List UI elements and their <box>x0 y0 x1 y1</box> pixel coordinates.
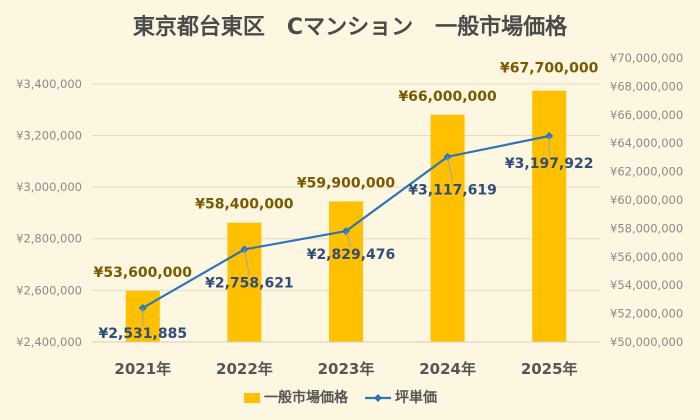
bar <box>430 114 465 342</box>
line-value-label: ¥2,758,621 <box>205 275 294 291</box>
left-tick-label: ¥2,400,000 <box>16 335 82 349</box>
right-tick-label: ¥54,000,000 <box>610 278 683 292</box>
right-tick-label: ¥64,000,000 <box>610 136 683 150</box>
legend-bar-swatch <box>244 393 260 403</box>
left-tick-label: ¥2,600,000 <box>16 283 82 297</box>
left-tick-label: ¥3,000,000 <box>16 180 82 194</box>
left-tick-label: ¥3,400,000 <box>16 77 82 91</box>
right-tick-label: ¥70,000,000 <box>610 51 683 65</box>
right-tick-label: ¥66,000,000 <box>610 108 683 122</box>
x-tick-label: 2024年 <box>419 360 476 378</box>
leader-line <box>243 249 250 276</box>
bar <box>227 222 262 342</box>
legend-line-marker <box>374 394 382 402</box>
legend: 一般市場価格 坪単価 <box>244 389 437 406</box>
right-tick-label: ¥68,000,000 <box>610 79 683 93</box>
left-tick-label: ¥3,200,000 <box>16 128 82 142</box>
x-tick-label: 2022年 <box>216 360 273 378</box>
right-tick-label: ¥58,000,000 <box>610 221 683 235</box>
bar-value-label: ¥58,400,000 <box>195 197 294 213</box>
x-tick-label: 2021年 <box>114 360 171 378</box>
right-tick-label: ¥62,000,000 <box>610 165 683 179</box>
bar <box>532 90 567 342</box>
bar-series <box>125 90 567 342</box>
leader-line <box>447 156 454 183</box>
legend-line-label: 坪単価 <box>395 389 437 406</box>
line-value-label: ¥3,197,922 <box>505 156 594 172</box>
x-axis: 2021年 2022年 2023年 2024年 2025年 <box>92 341 600 378</box>
bar <box>329 201 363 342</box>
line-value-label: ¥2,531,885 <box>99 326 188 342</box>
bar-value-label: ¥59,900,000 <box>297 175 396 191</box>
bar-value-label: ¥67,700,000 <box>500 61 599 77</box>
left-tick-label: ¥2,800,000 <box>16 232 82 246</box>
x-tick-label: 2023年 <box>318 360 375 378</box>
line-value-label: ¥2,829,476 <box>307 247 396 263</box>
right-axis: ¥50,000,000 ¥52,000,000 ¥54,000,000 ¥56,000… <box>610 51 683 349</box>
leader-line <box>345 230 352 248</box>
chart-title: 東京都台東区 Cマンション 一般市場価格 <box>133 14 568 40</box>
x-tick-label: 2025年 <box>521 360 578 378</box>
line-value-label: ¥3,117,619 <box>408 183 497 199</box>
right-tick-label: ¥60,000,000 <box>610 193 683 207</box>
right-tick-label: ¥52,000,000 <box>610 307 683 321</box>
legend-bar-label: 一般市場価格 <box>264 389 349 406</box>
bar-value-label: ¥53,600,000 <box>94 265 193 281</box>
right-tick-label: ¥50,000,000 <box>610 335 683 349</box>
right-tick-label: ¥56,000,000 <box>610 250 683 264</box>
data-labels: ¥53,600,000 ¥58,400,000¥59,900,000 ¥66,000… <box>94 61 599 342</box>
bar-value-label: ¥66,000,000 <box>398 89 497 105</box>
left-axis: ¥2,400,000 ¥2,600,000 ¥2,800,000 ¥3,000,000… <box>16 77 82 349</box>
